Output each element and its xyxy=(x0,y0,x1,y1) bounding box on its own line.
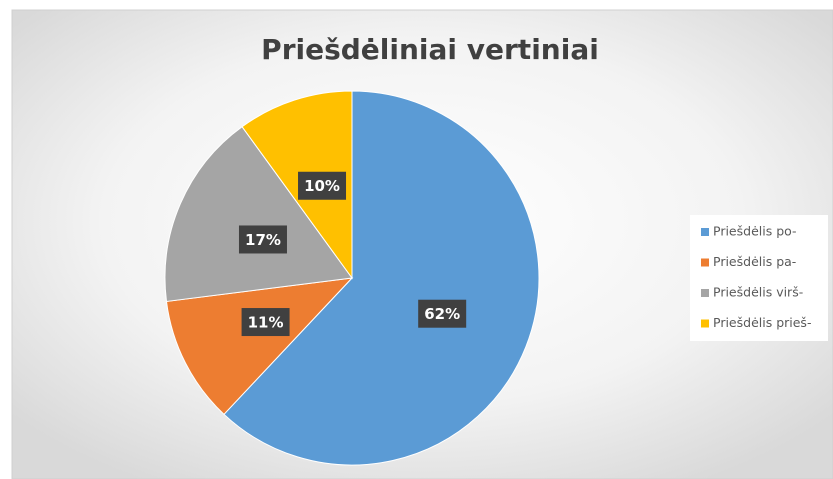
data-label-box xyxy=(238,225,287,254)
data-label: 17% xyxy=(245,231,281,249)
data-label: 10% xyxy=(304,177,340,195)
chart-title: Priešdėliniai vertiniai xyxy=(261,33,599,66)
legend-swatch xyxy=(701,228,709,236)
pie-slice xyxy=(164,126,353,302)
pie-slice xyxy=(241,90,353,280)
legend-label: Priešdėlis pa- xyxy=(713,254,796,269)
pie-slice xyxy=(165,277,354,416)
legend-label: Priešdėlis virš- xyxy=(713,285,803,300)
legend-label: Priešdėlis prieš- xyxy=(713,315,811,330)
data-label-box xyxy=(241,308,290,337)
legend-box xyxy=(690,215,828,341)
data-label: 11% xyxy=(248,314,284,332)
data-label-box xyxy=(418,299,467,328)
legend-swatch xyxy=(701,258,709,267)
legend-swatch xyxy=(701,319,709,328)
legend-swatch xyxy=(701,289,709,297)
legend-label: Priešdėlis po- xyxy=(713,224,797,239)
pie-slice xyxy=(223,90,540,466)
data-label-box xyxy=(298,171,347,200)
data-label: 62% xyxy=(424,305,460,323)
